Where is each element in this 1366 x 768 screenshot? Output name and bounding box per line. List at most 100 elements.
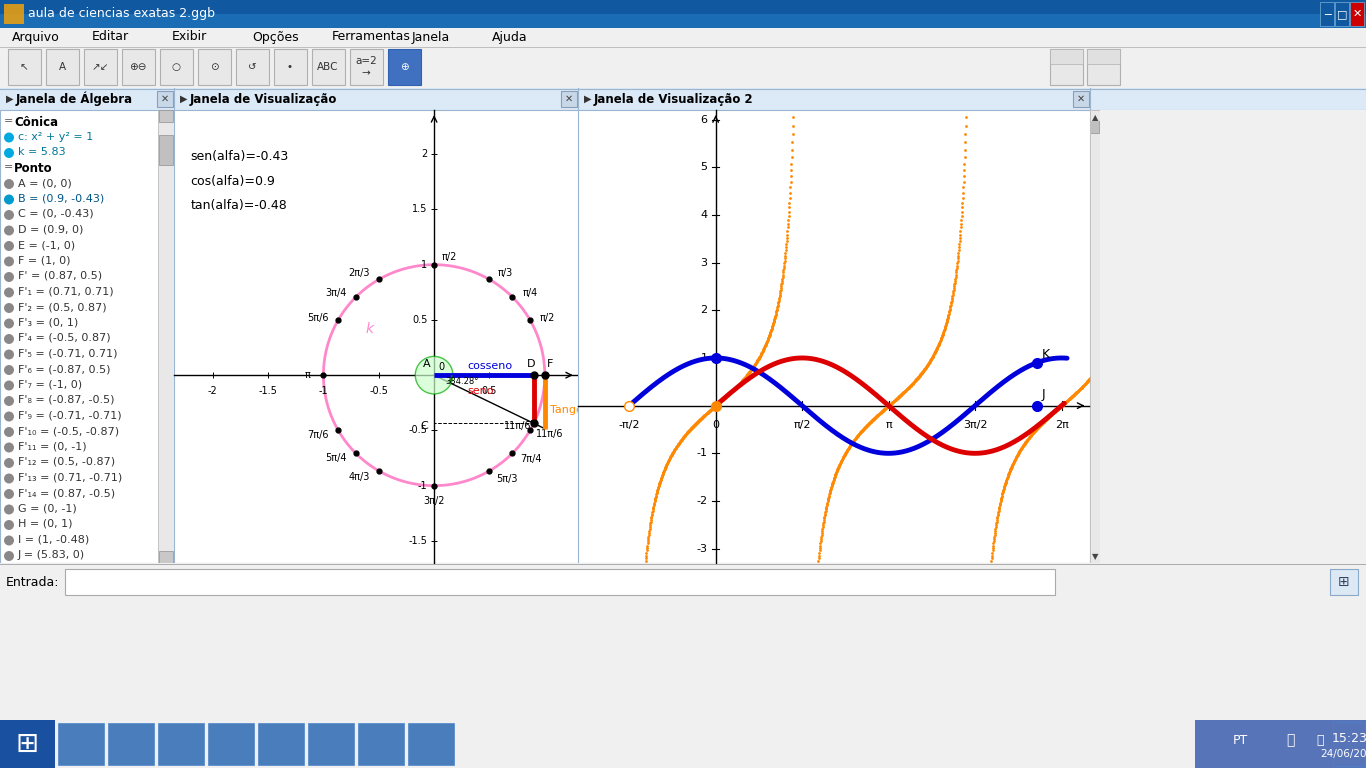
Point [1112,305,1134,317]
Point [880,398,902,410]
Point [676,427,698,439]
Text: -1: -1 [318,386,328,396]
Point [1086,364,1108,376]
Point [699,405,721,417]
Point [984,531,1005,543]
Point [925,345,947,357]
Point [1012,440,1034,452]
Point [1049,401,1071,413]
Point [989,495,1011,508]
Point [652,470,673,482]
Point [1008,445,1030,458]
Text: ▲: ▲ [1091,114,1098,123]
Point [731,374,753,386]
Point [1063,389,1085,401]
Point [688,413,710,425]
Point [678,425,699,438]
Point [923,348,945,360]
Point [645,491,667,503]
Point [658,453,680,465]
Point [994,476,1016,488]
Point [721,385,743,397]
Point [683,419,705,431]
Point [1049,401,1071,413]
Point [833,450,855,462]
Point [1008,447,1030,459]
Bar [66,569,1055,595]
Point [1055,397,1076,409]
Text: 0: 0 [438,362,445,372]
Point [882,396,904,409]
Point [906,373,928,386]
Point [729,377,751,389]
Point [1060,392,1082,404]
Point [1068,384,1090,396]
Point [835,447,856,459]
Point [1014,436,1035,449]
Point [773,257,795,270]
Point [1063,389,1085,402]
Point [948,238,970,250]
Point [1040,409,1061,422]
Point [1052,399,1074,411]
Point [856,418,878,430]
Point [1003,458,1024,470]
Point [947,260,968,272]
Point [638,525,660,537]
Point [1074,379,1096,391]
Point [695,407,717,419]
Bar [1091,121,1100,133]
Point [683,419,705,432]
Bar [1091,121,1100,133]
Point [1115,289,1137,301]
Point [1079,373,1101,386]
Point [855,421,877,433]
Point [917,359,938,371]
Point [884,395,906,407]
Point [775,247,796,259]
Point [814,506,836,518]
Text: 0.5: 0.5 [482,386,497,396]
Point [826,462,848,475]
Point [850,426,872,439]
Point [643,499,665,511]
Point [1030,418,1052,430]
Point [1101,336,1123,349]
Point [734,372,755,384]
Bar [0,0,1366,14]
Text: ⊙: ⊙ [209,62,219,72]
Text: -1: -1 [697,449,708,458]
Point [747,353,769,366]
Text: F'₁ = (0.71, 0.71): F'₁ = (0.71, 0.71) [18,286,113,296]
Point [986,511,1008,523]
Text: 11π/6: 11π/6 [504,422,531,432]
Point [779,192,800,204]
Point [889,389,911,402]
Point [841,436,863,449]
Point [984,525,1005,537]
Point [675,428,697,440]
Point [717,388,739,400]
Point [1113,299,1135,311]
Point [691,411,713,423]
Point [729,376,751,388]
Point [1033,415,1055,428]
Point [882,396,904,408]
Point [699,404,721,416]
Point [1046,403,1068,415]
Bar [1350,2,1365,26]
Point [736,369,758,381]
Point [1020,429,1042,441]
Point [716,389,738,402]
Point [1064,388,1086,400]
Point [814,511,836,523]
Text: -1.5: -1.5 [258,386,277,396]
Point [1034,415,1056,427]
Circle shape [4,226,14,236]
Point [856,419,878,432]
Point [903,376,925,388]
Text: A = (0, 0): A = (0, 0) [18,178,72,188]
Point [895,383,917,396]
Point [1063,389,1085,402]
Text: G = (0, -1): G = (0, -1) [18,504,76,514]
